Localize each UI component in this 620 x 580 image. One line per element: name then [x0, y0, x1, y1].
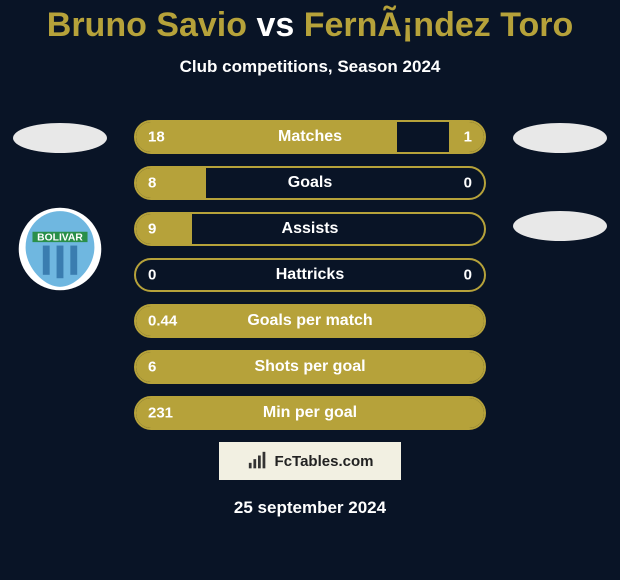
logo-slot: [510, 118, 610, 158]
stat-label: Goals: [136, 174, 484, 192]
stat-row: 6Shots per goal: [134, 350, 486, 384]
stat-row: 181Matches: [134, 120, 486, 154]
stat-row: 9Assists: [134, 212, 486, 246]
stat-label: Matches: [136, 128, 484, 146]
club-logo-placeholder: [513, 211, 607, 241]
stat-row: 00Hattricks: [134, 258, 486, 292]
club-logo-placeholder: [513, 123, 607, 153]
club-logo-placeholder: [13, 123, 107, 153]
logos-left-column: BOLIVAR: [10, 118, 110, 292]
stats-bar-list: 181Matches 80Goals 9Assists 00Hattricks 0.44…: [134, 120, 486, 442]
stat-label: Assists: [136, 220, 484, 238]
bolivar-text: BOLIVAR: [37, 232, 83, 243]
stat-label: Goals per match: [136, 312, 484, 330]
player2-name: FernÃ¡ndez Toro: [304, 6, 573, 44]
vs-label: vs: [256, 6, 294, 44]
player1-name: Bruno Savio: [47, 6, 247, 44]
date-line: 25 september 2024: [0, 498, 620, 518]
stat-label: Min per goal: [136, 404, 484, 422]
page-title: Bruno Savio vs FernÃ¡ndez Toro: [0, 0, 620, 45]
stat-label: Hattricks: [136, 266, 484, 284]
stat-row: 231Min per goal: [134, 396, 486, 430]
logo-slot: [510, 206, 610, 246]
logos-right-column: [510, 118, 610, 294]
bars-chart-icon: [247, 450, 269, 472]
subtitle: Club competitions, Season 2024: [0, 57, 620, 77]
stat-row: 80Goals: [134, 166, 486, 200]
logo-slot: [10, 118, 110, 158]
brand-text: FcTables.com: [275, 453, 374, 470]
logo-slot: BOLIVAR: [10, 206, 110, 292]
stat-row: 0.44Goals per match: [134, 304, 486, 338]
stat-label: Shots per goal: [136, 358, 484, 376]
bolivar-badge-icon: BOLIVAR: [17, 206, 103, 292]
brand-box: FcTables.com: [219, 442, 401, 480]
